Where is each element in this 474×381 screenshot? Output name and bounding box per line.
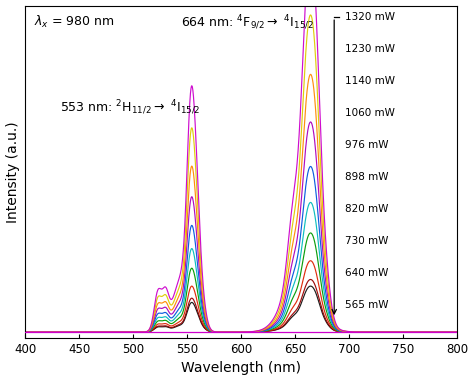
Text: 640 mW: 640 mW: [345, 268, 388, 278]
Text: 730 mW: 730 mW: [345, 236, 388, 246]
Text: 1230 mW: 1230 mW: [345, 44, 395, 54]
Text: 976 mW: 976 mW: [345, 140, 389, 150]
Text: 553 nm: $^2$H$_{11/2}$$\rightarrow$ $^4$I$_{15/2}$: 553 nm: $^2$H$_{11/2}$$\rightarrow$ $^4$…: [60, 99, 201, 117]
Text: 1320 mW: 1320 mW: [345, 12, 395, 22]
Text: 565 mW: 565 mW: [345, 300, 389, 310]
Text: 664 nm: $^4$F$_{9/2}$$\rightarrow$ $^4$I$_{15/2}$: 664 nm: $^4$F$_{9/2}$$\rightarrow$ $^4$I…: [181, 14, 313, 32]
X-axis label: Wavelength (nm): Wavelength (nm): [181, 362, 301, 375]
Text: 1140 mW: 1140 mW: [345, 76, 395, 86]
Y-axis label: Intensity (a.u.): Intensity (a.u.): [6, 121, 19, 223]
Text: $\lambda_x$ = 980 nm: $\lambda_x$ = 980 nm: [34, 14, 114, 30]
Text: 1060 mW: 1060 mW: [345, 108, 395, 118]
Text: 898 mW: 898 mW: [345, 172, 389, 182]
Text: 820 mW: 820 mW: [345, 204, 388, 214]
